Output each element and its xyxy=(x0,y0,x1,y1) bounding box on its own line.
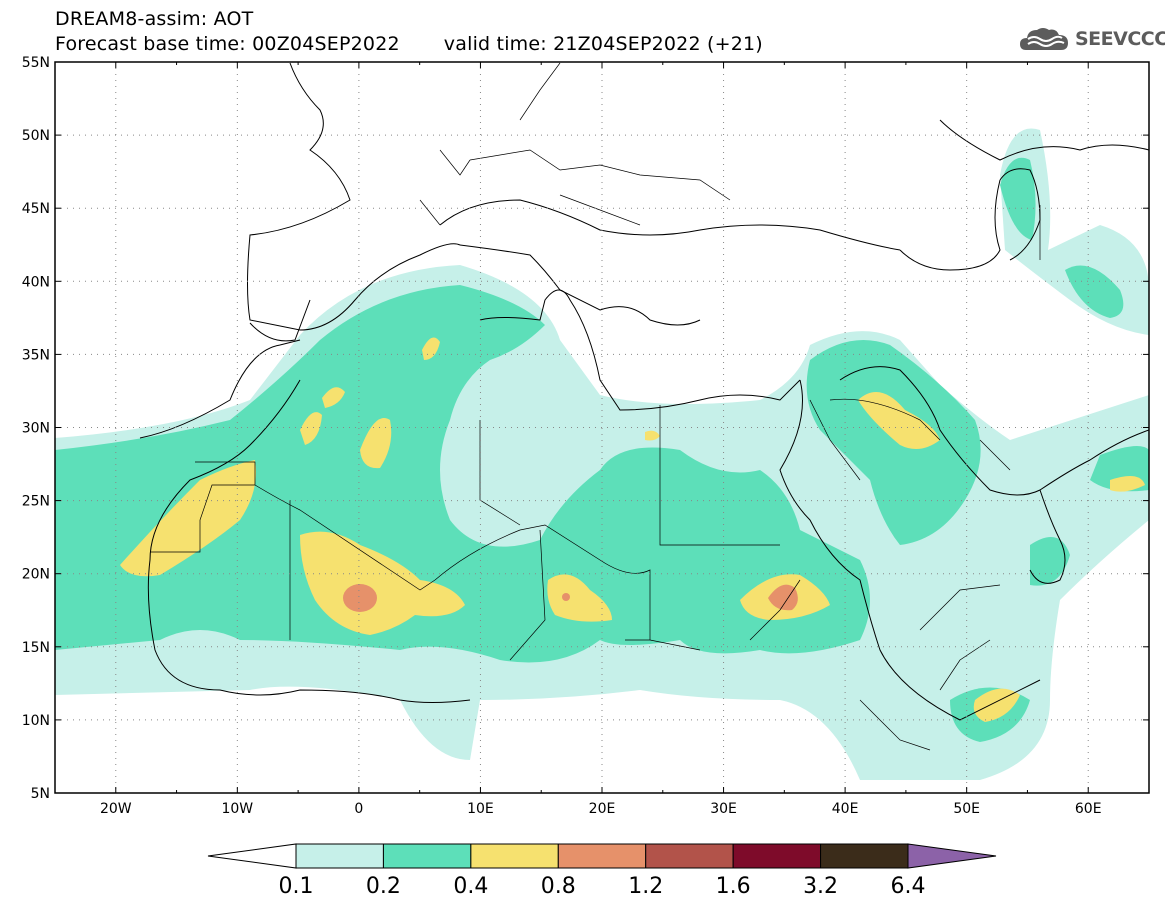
cloud-logo-icon xyxy=(1020,28,1068,50)
aot-band-0.4-0.8 xyxy=(120,337,1145,722)
lon-tick-label: 0 xyxy=(354,801,363,817)
lon-tick-label: 20E xyxy=(589,801,616,817)
lon-tick-label: 40E xyxy=(832,801,859,817)
coastlines xyxy=(139,62,1149,721)
lat-tick-label: 45N xyxy=(22,201,50,217)
latitude-labels: 55N 50N 45N 40N 35N 30N 25N 20N 15N 10N 5N xyxy=(22,55,50,802)
aot-band-0.2-0.4 xyxy=(55,157,1149,742)
colorbar-swatch xyxy=(645,843,734,869)
time-info: Forecast base time: 00Z04SEP2022 valid ti… xyxy=(55,33,763,55)
lat-tick-label: 15N xyxy=(22,640,50,656)
colorbar-low-triangle xyxy=(207,843,297,869)
base-time: Forecast base time: 00Z04SEP2022 xyxy=(55,33,400,55)
colorbar-label: 1.6 xyxy=(716,874,751,899)
lat-tick-label: 50N xyxy=(22,128,50,144)
axis-ticks xyxy=(54,61,1150,794)
colorbar: 0.1 0.2 0.4 0.8 1.2 1.6 3.2 6.4 xyxy=(207,843,997,899)
aot-band-0.8-1.2 xyxy=(343,584,798,612)
lat-tick-label: 25N xyxy=(22,494,50,510)
lat-tick-label: 35N xyxy=(22,347,50,363)
colorbar-swatch xyxy=(820,843,909,869)
lon-tick-label: 60E xyxy=(1075,801,1102,817)
colorbar-label: 3.2 xyxy=(803,874,838,899)
colorbar-swatch xyxy=(295,843,384,869)
chart-title: DREAM8-assim: AOT xyxy=(55,8,254,30)
colorbar-swatch xyxy=(382,843,472,869)
colorbar-swatch xyxy=(470,843,559,869)
lon-tick-label: 50E xyxy=(953,801,980,817)
logo-text: SEEVCCC xyxy=(1075,28,1165,50)
colorbar-swatch xyxy=(557,843,647,869)
lon-tick-label: 30E xyxy=(710,801,737,817)
longitude-labels: 20W 10W 0 10E 20E 30E 40E 50E 60E xyxy=(100,801,1102,817)
lat-tick-label: 30N xyxy=(22,421,50,437)
lat-tick-label: 40N xyxy=(22,274,50,290)
seevccc-logo: SEEVCCC xyxy=(1018,24,1165,56)
lon-tick-label: 20W xyxy=(100,801,132,817)
gridlines xyxy=(55,62,1149,793)
valid-time: valid time: 21Z04SEP2022 (+21) xyxy=(443,33,763,55)
colorbar-label: 0.2 xyxy=(366,874,401,899)
lon-tick-label: 10E xyxy=(467,801,494,817)
colorbar-swatch xyxy=(732,843,822,869)
map-area xyxy=(55,62,1149,793)
colorbar-label: 6.4 xyxy=(891,874,926,899)
lat-tick-label: 10N xyxy=(22,713,50,729)
lat-tick-label: 20N xyxy=(22,567,50,583)
colorbar-label: 0.8 xyxy=(541,874,576,899)
colorbar-high-triangle xyxy=(907,843,997,869)
colorbar-label: 0.4 xyxy=(453,874,488,899)
colorbar-label: 0.1 xyxy=(279,874,314,899)
lon-tick-label: 10W xyxy=(221,801,253,817)
borders xyxy=(150,62,1041,751)
colorbar-label: 1.2 xyxy=(628,874,663,899)
lat-tick-label: 5N xyxy=(31,786,50,802)
lat-tick-label: 55N xyxy=(22,55,50,71)
